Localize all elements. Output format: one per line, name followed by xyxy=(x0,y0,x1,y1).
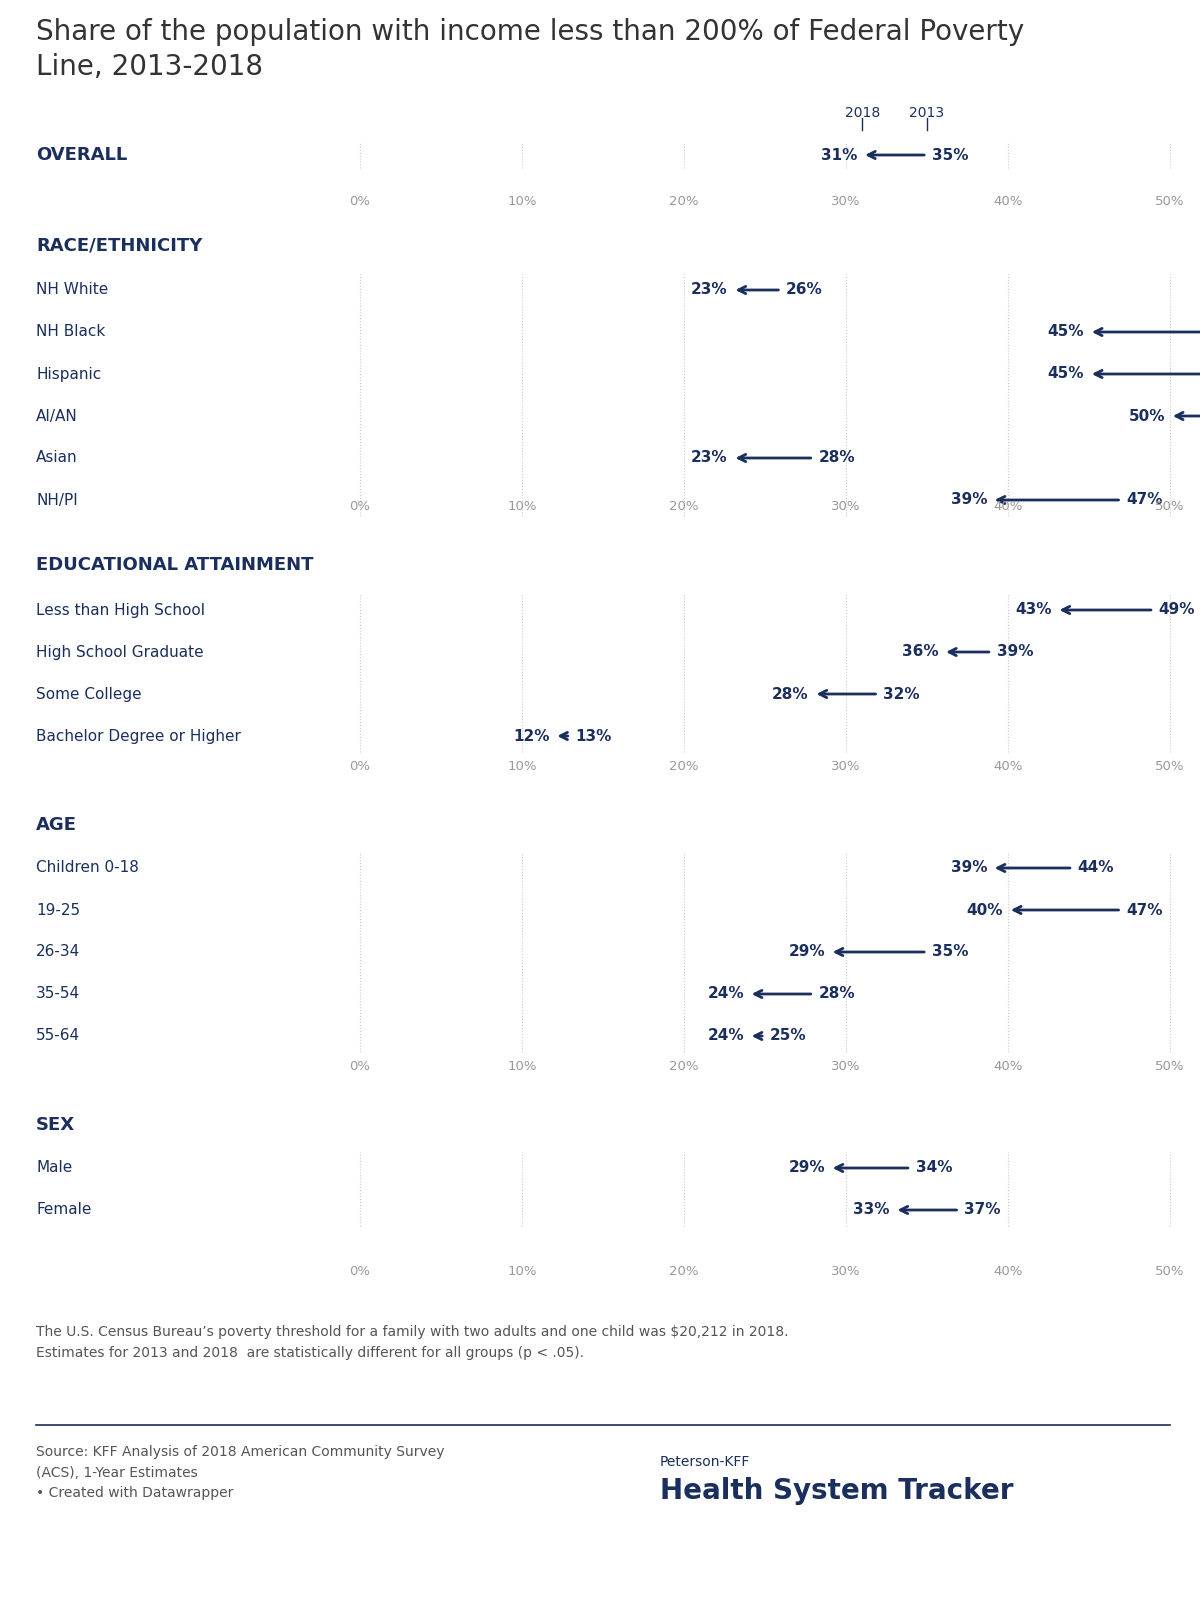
Text: Female: Female xyxy=(36,1202,91,1218)
Text: 10%: 10% xyxy=(508,1059,536,1072)
Text: 50%: 50% xyxy=(1156,194,1184,207)
Text: 20%: 20% xyxy=(670,194,698,207)
Text: 24%: 24% xyxy=(707,987,744,1001)
Text: 39%: 39% xyxy=(950,860,986,875)
Text: 20%: 20% xyxy=(670,501,698,514)
Text: NH Black: NH Black xyxy=(36,324,106,340)
Text: 45%: 45% xyxy=(1048,324,1085,340)
Text: 50%: 50% xyxy=(1156,501,1184,514)
Text: 26%: 26% xyxy=(786,282,823,298)
Text: 28%: 28% xyxy=(818,987,856,1001)
Text: 36%: 36% xyxy=(901,645,938,659)
Text: 47%: 47% xyxy=(1126,902,1163,917)
Text: 34%: 34% xyxy=(916,1160,952,1176)
Text: 10%: 10% xyxy=(508,760,536,773)
Text: 24%: 24% xyxy=(707,1029,744,1043)
Text: 47%: 47% xyxy=(1126,492,1163,507)
Text: 28%: 28% xyxy=(818,450,856,465)
Text: RACE/ETHNICITY: RACE/ETHNICITY xyxy=(36,237,203,254)
Text: 32%: 32% xyxy=(883,687,920,701)
Text: 10%: 10% xyxy=(508,1265,536,1278)
Text: 44%: 44% xyxy=(1078,860,1114,875)
Text: 29%: 29% xyxy=(788,944,826,959)
Text: OVERALL: OVERALL xyxy=(36,146,127,164)
Text: NH/PI: NH/PI xyxy=(36,492,78,507)
Text: 50%: 50% xyxy=(1129,408,1165,423)
Text: Less than High School: Less than High School xyxy=(36,603,205,617)
Text: 2013: 2013 xyxy=(910,105,944,120)
Text: EDUCATIONAL ATTAINMENT: EDUCATIONAL ATTAINMENT xyxy=(36,556,313,573)
Text: 10%: 10% xyxy=(508,501,536,514)
Text: NH White: NH White xyxy=(36,282,108,298)
Text: Some College: Some College xyxy=(36,687,142,701)
Text: 40%: 40% xyxy=(994,1265,1022,1278)
Text: 39%: 39% xyxy=(950,492,986,507)
Text: 20%: 20% xyxy=(670,1059,698,1072)
Text: 20%: 20% xyxy=(670,1265,698,1278)
Text: 30%: 30% xyxy=(832,1265,860,1278)
Text: 50%: 50% xyxy=(1156,760,1184,773)
Text: 30%: 30% xyxy=(832,194,860,207)
Text: 40%: 40% xyxy=(994,760,1022,773)
Text: 40%: 40% xyxy=(967,902,1003,917)
Text: 2018: 2018 xyxy=(845,105,880,120)
Text: 0%: 0% xyxy=(349,1059,371,1072)
Text: Children 0-18: Children 0-18 xyxy=(36,860,139,875)
Text: 40%: 40% xyxy=(994,1059,1022,1072)
Text: 10%: 10% xyxy=(508,194,536,207)
Text: 13%: 13% xyxy=(576,729,612,744)
Text: The U.S. Census Bureau’s poverty threshold for a family with two adults and one : The U.S. Census Bureau’s poverty thresho… xyxy=(36,1325,788,1359)
Text: 40%: 40% xyxy=(994,501,1022,514)
Text: 20%: 20% xyxy=(670,760,698,773)
Text: 35-54: 35-54 xyxy=(36,987,80,1001)
Text: 45%: 45% xyxy=(1048,366,1085,381)
Text: High School Graduate: High School Graduate xyxy=(36,645,204,659)
Text: 0%: 0% xyxy=(349,501,371,514)
Text: Health System Tracker: Health System Tracker xyxy=(660,1477,1014,1505)
Text: 33%: 33% xyxy=(853,1202,890,1218)
Text: AI/AN: AI/AN xyxy=(36,408,78,423)
Text: 12%: 12% xyxy=(514,729,550,744)
Text: 29%: 29% xyxy=(788,1160,826,1176)
Text: 40%: 40% xyxy=(994,194,1022,207)
Text: SEX: SEX xyxy=(36,1116,76,1134)
Text: 26-34: 26-34 xyxy=(36,944,80,959)
Text: 23%: 23% xyxy=(691,450,728,465)
Text: AGE: AGE xyxy=(36,816,77,834)
Text: 0%: 0% xyxy=(349,760,371,773)
Text: 23%: 23% xyxy=(691,282,728,298)
Text: Source: KFF Analysis of 2018 American Community Survey
(ACS), 1-Year Estimates
•: Source: KFF Analysis of 2018 American Co… xyxy=(36,1445,444,1500)
Text: Peterson-KFF: Peterson-KFF xyxy=(660,1455,750,1469)
Text: Bachelor Degree or Higher: Bachelor Degree or Higher xyxy=(36,729,241,744)
Text: 30%: 30% xyxy=(832,1059,860,1072)
Text: 35%: 35% xyxy=(931,147,968,162)
Text: 30%: 30% xyxy=(832,501,860,514)
Text: 28%: 28% xyxy=(772,687,809,701)
Text: 19-25: 19-25 xyxy=(36,902,80,917)
Text: 55-64: 55-64 xyxy=(36,1029,80,1043)
Text: 35%: 35% xyxy=(931,944,968,959)
Text: Male: Male xyxy=(36,1160,72,1176)
Text: 0%: 0% xyxy=(349,194,371,207)
Text: 31%: 31% xyxy=(821,147,857,162)
Text: 37%: 37% xyxy=(965,1202,1001,1218)
Text: 43%: 43% xyxy=(1015,603,1052,617)
Text: 39%: 39% xyxy=(997,645,1033,659)
Text: 0%: 0% xyxy=(349,1265,371,1278)
Text: Share of the population with income less than 200% of Federal Poverty
Line, 2013: Share of the population with income less… xyxy=(36,18,1024,81)
Text: 30%: 30% xyxy=(832,760,860,773)
Text: 49%: 49% xyxy=(1159,603,1195,617)
Text: Asian: Asian xyxy=(36,450,78,465)
Text: 50%: 50% xyxy=(1156,1059,1184,1072)
Text: 50%: 50% xyxy=(1156,1265,1184,1278)
Text: 25%: 25% xyxy=(770,1029,806,1043)
Text: Hispanic: Hispanic xyxy=(36,366,101,381)
